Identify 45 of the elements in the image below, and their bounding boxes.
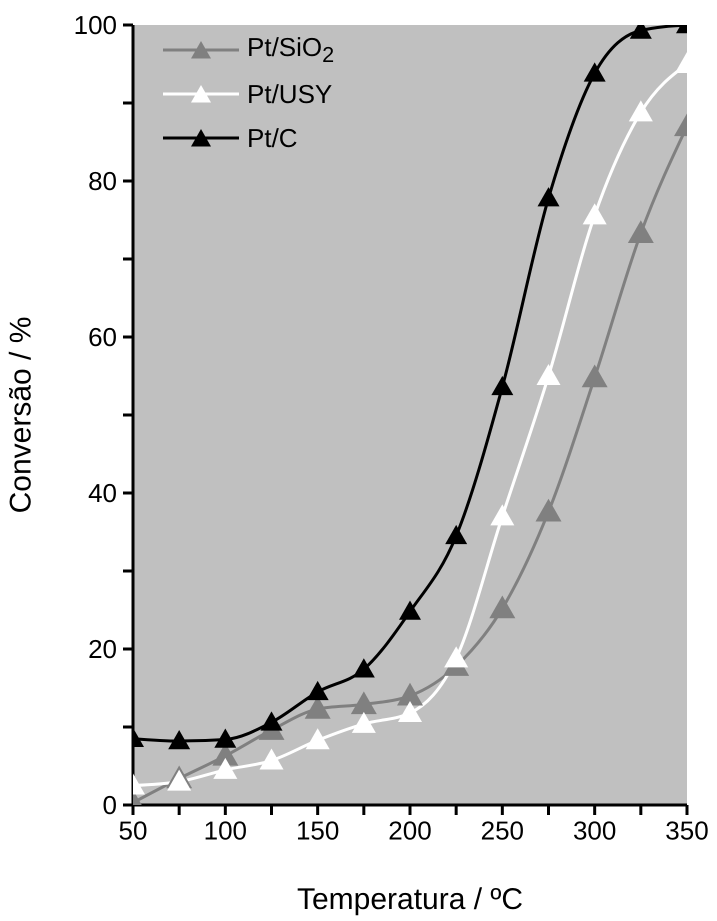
y-tick-label: 60 (88, 322, 117, 352)
point (444, 646, 468, 668)
x-axis-title: Temperatura / ºC (296, 883, 524, 916)
point (306, 680, 329, 700)
x-tick-label: 250 (480, 815, 524, 846)
legend-label: Pt/USY (247, 78, 332, 110)
point (582, 364, 608, 388)
x-tick-label: 350 (665, 815, 709, 846)
point (399, 600, 421, 620)
point (490, 504, 514, 526)
x-tick-label: 150 (296, 815, 340, 846)
point (584, 62, 606, 82)
point (398, 700, 422, 722)
point (306, 728, 330, 750)
point (445, 524, 468, 544)
y-tick-label: 100 (74, 10, 117, 40)
x-tick-label: 200 (388, 815, 432, 846)
legend-label: Pt/C (247, 122, 298, 154)
point (536, 498, 562, 522)
legend-label: Pt/SiO$_{2}$ (247, 32, 334, 68)
point (628, 220, 654, 244)
point (489, 595, 516, 618)
x-tick-label: 100 (204, 815, 248, 846)
point (260, 711, 282, 731)
x-tick-label: 300 (572, 815, 616, 846)
point (352, 712, 376, 733)
y-tick-label: 20 (88, 634, 117, 664)
point (260, 748, 284, 770)
point (538, 187, 560, 206)
point (397, 682, 423, 706)
y-tick-label: 0 (102, 790, 117, 820)
point (582, 203, 607, 224)
point (168, 730, 190, 750)
y-tick-label: 80 (88, 166, 117, 196)
y-tick-label: 40 (88, 478, 117, 508)
point (213, 758, 238, 779)
point (352, 658, 375, 678)
point (536, 364, 560, 385)
point (350, 691, 377, 714)
point (628, 100, 653, 122)
x-tick-label: 50 (118, 815, 148, 846)
y-axis-title: Conversão / % (4, 316, 38, 514)
point (491, 376, 514, 396)
point (167, 770, 192, 791)
point (214, 728, 236, 748)
